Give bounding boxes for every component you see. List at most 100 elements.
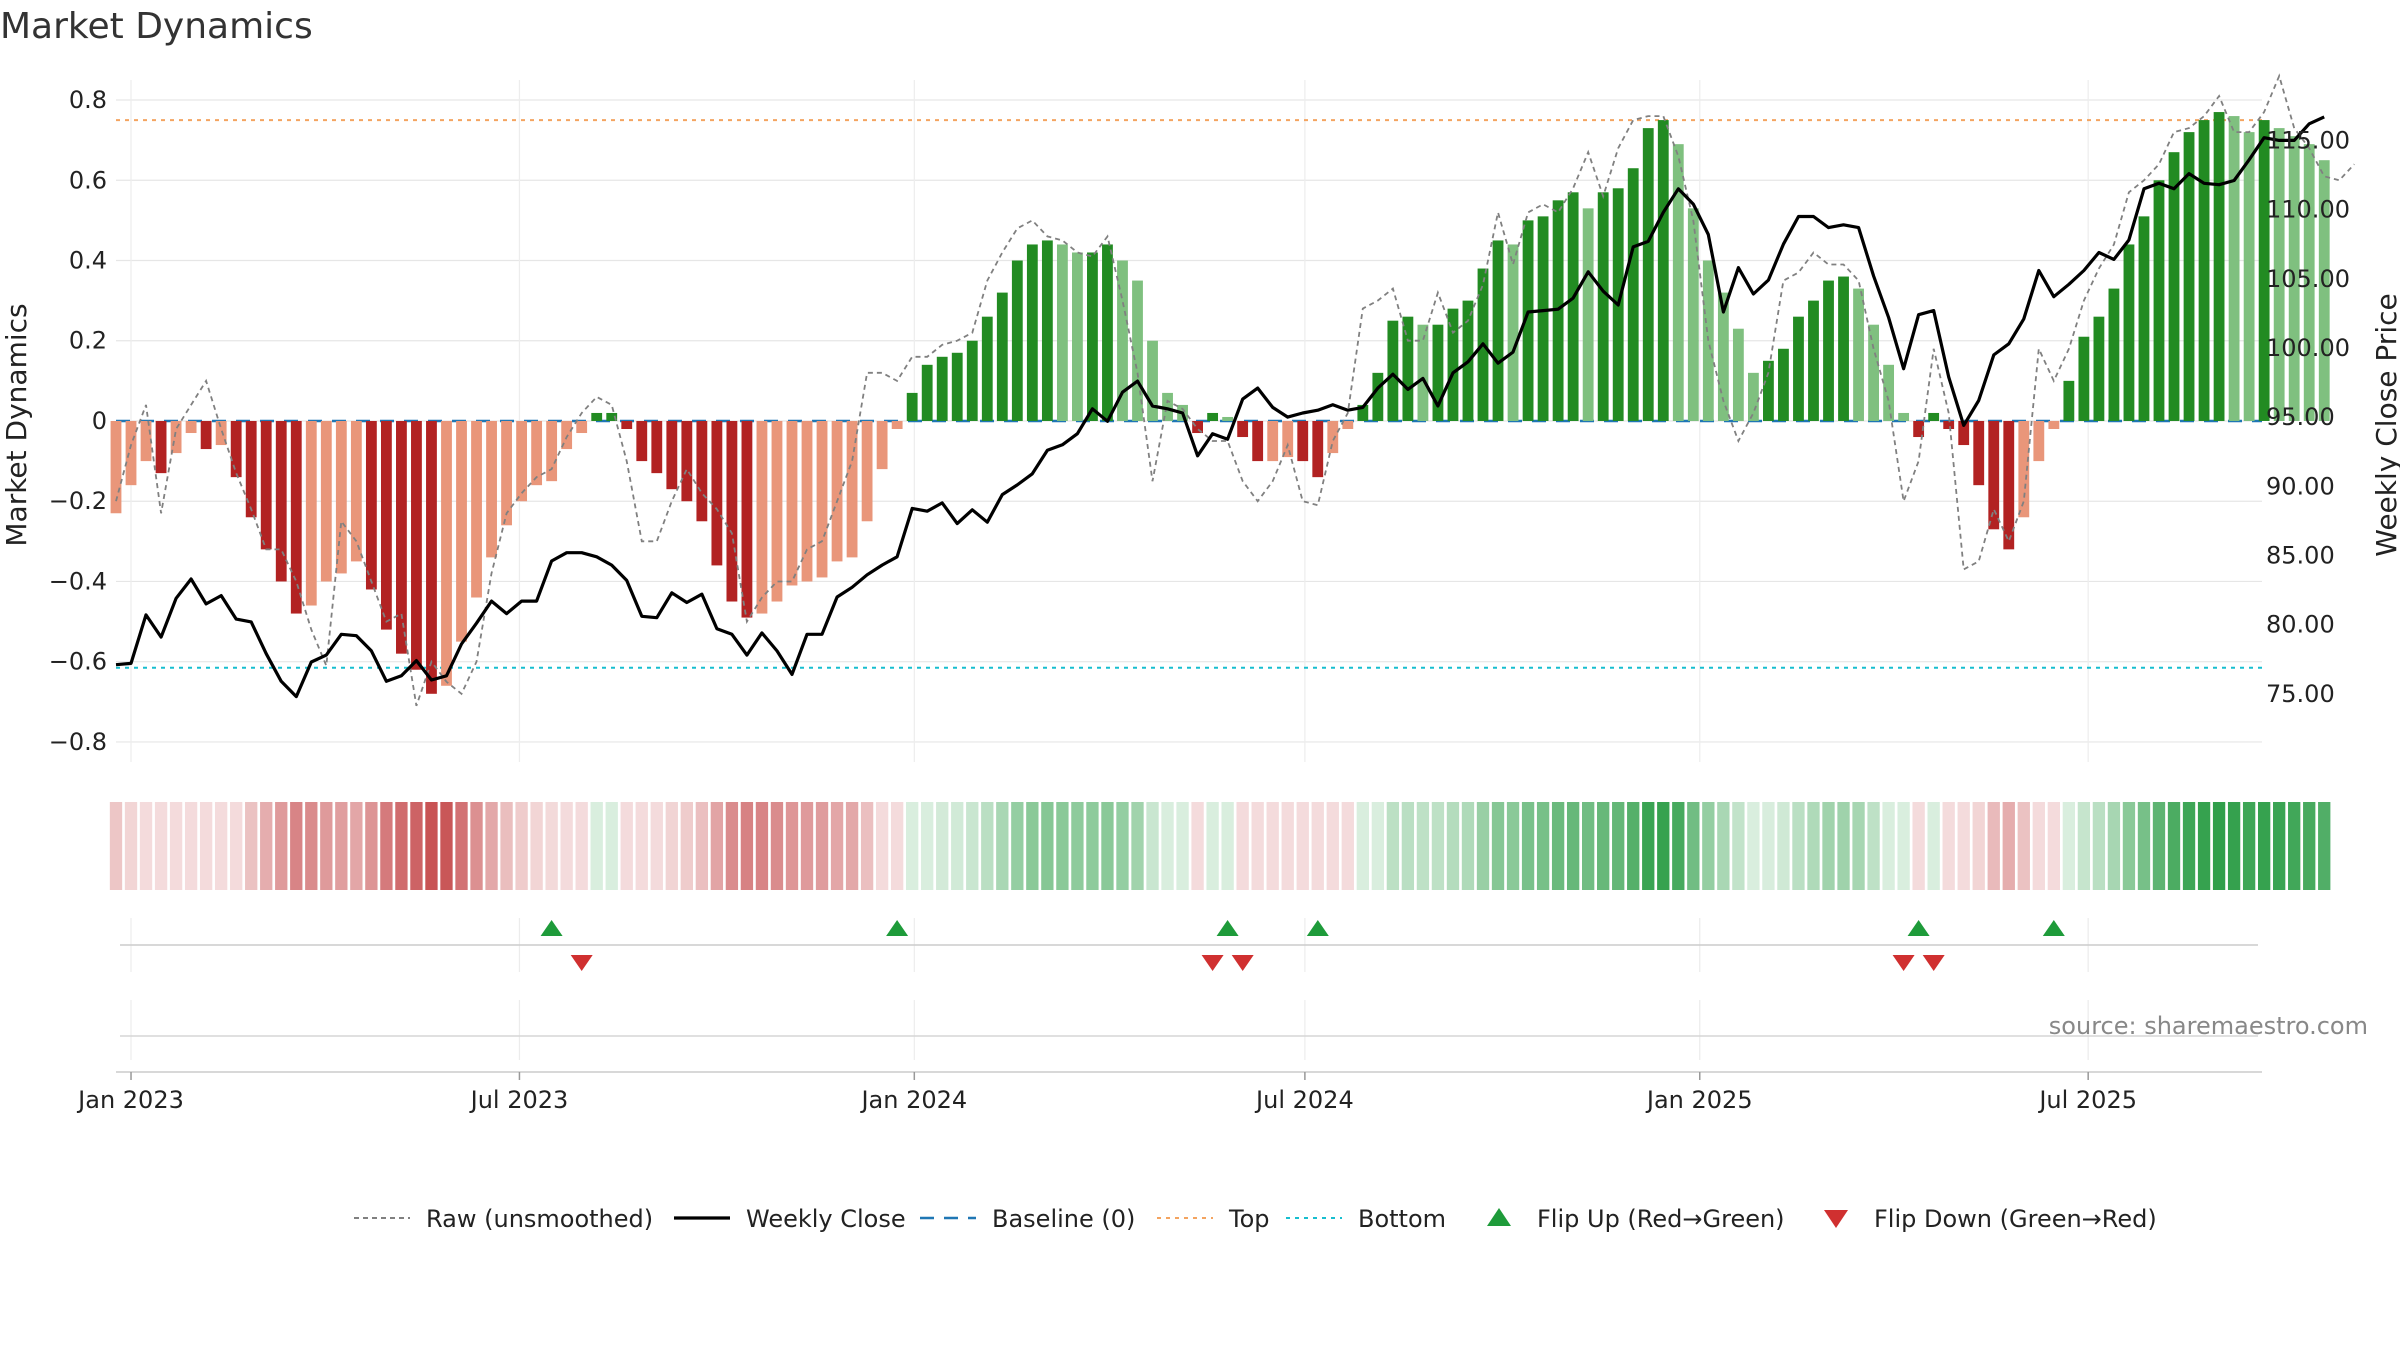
strip-cell-54: [921, 802, 934, 890]
legend-item-raw: Raw (unsmoothed): [354, 1205, 653, 1233]
strip-cell-93: [1506, 802, 1520, 890]
strip-cell-110: [1762, 802, 1775, 890]
strip-cell-72: [1191, 802, 1204, 890]
dynamics-bar-117: [1868, 324, 1879, 421]
dynamics-bar-9: [245, 420, 257, 518]
y-left-tick-1: 0.6: [69, 166, 107, 194]
strip-cell-129: [2047, 802, 2060, 890]
dynamics-bar-131: [2078, 336, 2090, 421]
dynamics-bar-43: [756, 420, 768, 614]
chart-title: Market Dynamics: [0, 6, 313, 47]
dynamics-bar-78: [1282, 420, 1294, 458]
dynamics-bar-133: [2108, 288, 2120, 421]
dynamics-bar-5: [185, 420, 197, 434]
strip-cell-60: [1011, 802, 1024, 890]
dynamics-bar-63: [1056, 244, 1068, 421]
strip-cell-37: [665, 802, 678, 890]
y-right-tick-8: 75.00: [2266, 680, 2335, 708]
dynamics-bar-144: [2273, 128, 2285, 421]
strip-cell-88: [1431, 802, 1445, 890]
dynamics-bar-139: [2198, 120, 2210, 421]
dynamics-bar-83: [1357, 404, 1369, 421]
strip-cell-92: [1491, 802, 1505, 890]
strip-cell-117: [1867, 802, 1880, 890]
strip-cell-125: [1987, 802, 2000, 890]
strip-cell-41: [725, 802, 739, 890]
dynamics-bar-95: [1537, 216, 1549, 421]
strip-cell-27: [515, 802, 528, 890]
y-right-tick-6: 85.00: [2266, 541, 2335, 569]
strip-cell-104: [1672, 802, 1685, 890]
strip-cell-131: [2077, 802, 2091, 890]
dynamics-bar-136: [2153, 180, 2165, 421]
strip-cell-87: [1416, 802, 1430, 890]
dynamics-bar-52: [891, 420, 903, 429]
strip-cell-11: [275, 802, 288, 890]
legend-swatch-flip-down: [1824, 1210, 1848, 1228]
strip-cell-108: [1732, 802, 1745, 890]
y-right-tick-3: 100.00: [2266, 334, 2350, 362]
legend-label-close: Weekly Close: [746, 1205, 906, 1233]
dynamics-bar-69: [1147, 340, 1158, 421]
legend-label-baseline: Baseline (0): [992, 1205, 1135, 1233]
dynamics-bar-66: [1102, 244, 1113, 421]
strip-cell-2: [139, 802, 153, 890]
strip-cell-20: [410, 802, 423, 890]
strip-cell-105: [1687, 802, 1700, 890]
x-axis-ticks: Jan 2023 Jul 2023 Jan 2024 Jul 2024 Jan 2025…: [76, 1072, 2137, 1114]
strip-cell-135: [2137, 802, 2151, 890]
strip-cell-57: [966, 802, 979, 890]
dynamics-bar-132: [2093, 316, 2105, 421]
strip-cell-107: [1717, 802, 1730, 890]
dynamics-bar-102: [1642, 128, 1654, 421]
dynamics-bar-74: [1222, 416, 1234, 421]
dynamics-bar-17: [365, 420, 377, 590]
strip-cell-1: [124, 802, 138, 890]
strip-cell-112: [1792, 802, 1805, 890]
y-left-tick-0: 0.8: [69, 86, 107, 114]
strip-cell-52: [890, 802, 904, 890]
flip-down-marker-1: [1201, 955, 1224, 971]
dynamics-bar-119: [1898, 412, 1910, 421]
dynamics-bar-51: [876, 420, 888, 470]
dynamics-bar-120: [1913, 420, 1925, 438]
y-right-ticks: 115.00 110.00 105.00 100.00 95.00 90.00 85.00 8…: [2266, 126, 2350, 707]
strip-cell-89: [1446, 802, 1460, 890]
strip-cell-3: [154, 802, 168, 890]
dynamics-bar-67: [1117, 260, 1128, 421]
dynamics-bar-11: [275, 420, 287, 582]
strip-cell-90: [1461, 802, 1475, 890]
x-tick-label-4: Jan 2025: [1645, 1086, 1753, 1114]
dynamics-bar-92: [1492, 240, 1504, 421]
flip-markers-panel: [120, 918, 2258, 972]
legend-label-flipdown: Flip Down (Green→Red): [1874, 1205, 2157, 1233]
flip-up-marker-0: [540, 920, 563, 936]
weekly-close-line: [115, 115, 2325, 699]
dynamics-bar-118: [1883, 364, 1895, 421]
source-label: source: sharemaestro.com: [2049, 1012, 2368, 1040]
strip-cell-85: [1386, 802, 1400, 890]
strip-cell-78: [1281, 802, 1294, 890]
strip-cell-139: [2197, 802, 2211, 890]
dynamics-bar-58: [981, 316, 993, 421]
strip-cell-75: [1236, 802, 1249, 890]
strip-cell-64: [1071, 802, 1084, 890]
flip-down-marker-0: [570, 955, 593, 971]
strip-cell-76: [1251, 802, 1264, 890]
dynamics-bar-137: [2168, 152, 2180, 421]
strip-cell-7: [214, 802, 228, 890]
dynamics-bar-23: [456, 420, 467, 642]
strip-cell-39: [695, 802, 709, 890]
strip-cell-66: [1101, 802, 1114, 890]
strip-cell-42: [740, 802, 754, 890]
strip-cell-120: [1912, 802, 1925, 890]
dynamics-bar-87: [1417, 324, 1429, 421]
dynamics-bar-21: [426, 420, 437, 694]
strip-cell-22: [440, 802, 453, 890]
x-tick-label-5: Jul 2025: [2037, 1086, 2137, 1114]
strip-cell-73: [1206, 802, 1219, 890]
dynamics-bar-116: [1853, 288, 1864, 421]
strip-cell-21: [425, 802, 438, 890]
dynamics-bar-134: [2123, 244, 2135, 421]
